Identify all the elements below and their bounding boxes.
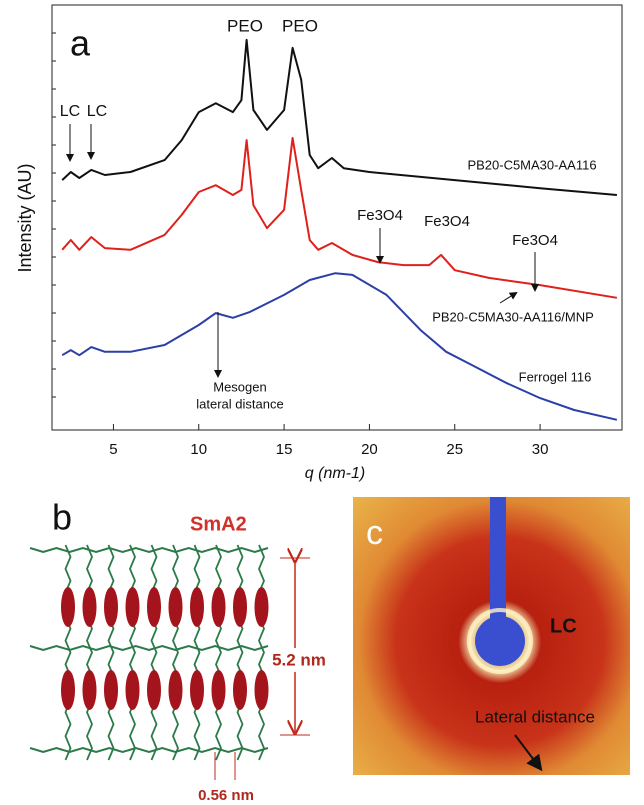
- annotation: Fe3O4: [357, 207, 403, 224]
- mesogen: [168, 587, 183, 627]
- annotation: LC: [60, 103, 80, 120]
- y-axis-label: Intensity (AU): [15, 163, 35, 272]
- mesogen: [125, 670, 140, 710]
- mesogen: [254, 587, 269, 627]
- series-line: [61, 38, 617, 196]
- mesogen: [104, 670, 118, 710]
- annotation: Mesogen: [213, 379, 266, 394]
- chain: [215, 544, 222, 761]
- mesogen: [254, 670, 269, 710]
- arrow: [514, 734, 543, 772]
- beam-halo: [467, 608, 533, 674]
- panel-label: a: [70, 23, 91, 64]
- x-tick-label: 10: [190, 441, 207, 458]
- arrow: [499, 291, 518, 304]
- mesogen: [147, 670, 161, 710]
- chain: [64, 544, 72, 761]
- label-bg: [268, 648, 330, 672]
- panel-b: b SmA2 5.2 nm 0.56 nm: [29, 497, 330, 804]
- annotation: PEO: [227, 16, 263, 35]
- series-label: Ferrogel 116: [519, 369, 592, 384]
- series-line: [61, 272, 618, 421]
- series-label: PB20-C5MA30-AA116: [467, 157, 596, 172]
- x-tick-label: 25: [446, 441, 463, 458]
- arrow-label: Lateral distance: [475, 707, 595, 726]
- series-line: [61, 137, 618, 299]
- layer-spacing: 5.2 nm: [272, 650, 326, 669]
- x-axis-label: q (nm-1): [305, 465, 365, 482]
- chain: [29, 546, 269, 554]
- annotation: Fe3O4: [424, 213, 470, 230]
- smectic-diagram: [29, 544, 269, 761]
- chain: [193, 544, 201, 761]
- panel-label: b: [52, 497, 72, 538]
- panel-c: c LC Lateral distance: [353, 497, 630, 775]
- mesogen: [104, 587, 118, 627]
- panel-label: c: [366, 514, 383, 552]
- chain: [29, 746, 269, 754]
- annotation: Fe3O4: [512, 232, 558, 249]
- mesogen: [125, 587, 140, 627]
- lateral-spacing: 0.56 nm: [198, 787, 254, 804]
- mesogen: [211, 670, 226, 710]
- annotation: PEO: [282, 16, 318, 35]
- mesogen: [168, 670, 183, 710]
- phase-label: SmA2: [190, 513, 247, 535]
- chain: [107, 544, 115, 761]
- x-tick-label: 20: [361, 441, 378, 458]
- plot-frame: [51, 4, 623, 431]
- x-tick-label: 15: [276, 441, 293, 458]
- mesogen: [211, 587, 226, 627]
- chain: [150, 544, 158, 761]
- mesogen: [190, 670, 204, 710]
- chain: [129, 544, 136, 761]
- x-tick-label: 5: [109, 441, 117, 458]
- mesogen: [233, 587, 247, 627]
- beamstop: [475, 616, 525, 666]
- plot-a: 5 10 15 20 25 30 q (nm-1) Intensity (AU) a PB20-C…: [15, 4, 623, 482]
- beamstop-arm: [490, 497, 506, 627]
- mesogen: [82, 670, 97, 710]
- series-label: PB20-C5MA30-AA116/MNP: [432, 309, 594, 324]
- chain: [236, 544, 244, 761]
- mesogen: [147, 587, 161, 627]
- annotation: lateral distance: [196, 396, 283, 411]
- chain: [29, 644, 269, 652]
- mesogen: [61, 670, 75, 710]
- mesogen: [82, 587, 97, 627]
- chain: [86, 544, 93, 761]
- chain: [172, 544, 179, 761]
- mesogen: [61, 587, 75, 627]
- mesogen: [190, 587, 204, 627]
- mesogen: [233, 670, 247, 710]
- ring-label: LC: [550, 615, 577, 637]
- x-tick-label: 30: [532, 441, 549, 458]
- annotation: LC: [87, 103, 107, 120]
- chain: [258, 544, 265, 761]
